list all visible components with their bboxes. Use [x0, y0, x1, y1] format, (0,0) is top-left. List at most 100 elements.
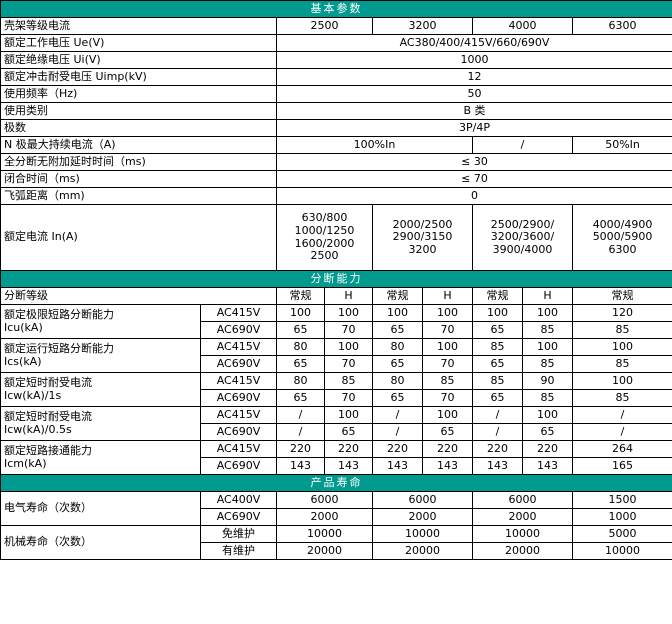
breaking-value: 65	[422, 423, 473, 441]
breaking-value: 80	[372, 338, 423, 356]
voltage-label: AC415V	[200, 440, 277, 458]
breaking-value: 143	[422, 457, 473, 475]
npole-value: /	[472, 136, 573, 154]
table-row: 额定极限短路分断能力 Icu(kA) AC415V 100 100 100 100 100 10…	[0, 304, 672, 339]
row-label-npole: N 极最大持续电流（A)	[0, 136, 277, 154]
life-value: 10000	[372, 525, 473, 543]
breaking-value: 70	[422, 389, 473, 407]
life-value: 20000	[276, 542, 373, 560]
life-value: 10000	[276, 525, 373, 543]
breaking-grade-value: H	[422, 287, 473, 305]
breaking-value: 264	[571, 440, 672, 458]
breaking-value: 85	[422, 372, 473, 390]
life-value: 20000	[472, 542, 573, 560]
row-label: 额定短时耐受电流 Icw(kA)/1s	[0, 372, 201, 407]
breaking-grade-value: 常规	[472, 287, 523, 305]
breaking-value: 120	[571, 304, 672, 322]
table-row: 额定短时耐受电流 Icw(kA)/0.5s AC415V/100/100/100/	[0, 406, 672, 441]
breaking-value: 85	[522, 389, 573, 407]
voltage-label: AC415V	[200, 338, 277, 356]
table-row: 额定运行短路分断能力 Ics(kA) AC415V 80 100 80 100 85 100 10…	[0, 338, 672, 373]
row-value: AC380/400/415V/660/690V	[275, 34, 672, 52]
breaking-value: 100	[372, 304, 423, 322]
voltage-label: AC690V	[200, 423, 277, 441]
breaking-value: 85	[571, 355, 672, 373]
row-label: 电气寿命（次数）	[0, 491, 201, 526]
breaking-value: 100	[522, 338, 573, 356]
table-row: 闭合时间（ms) ≤ 70	[0, 170, 672, 188]
breaking-value: 100	[276, 304, 325, 322]
breaking-value: 100	[324, 338, 373, 356]
voltage-label: AC415V	[200, 304, 277, 322]
breaking-value: 65	[472, 355, 523, 373]
row-label: 飞弧距离（mm)	[0, 187, 277, 205]
row-value: B 类	[275, 102, 672, 120]
breaking-value: 70	[422, 321, 473, 339]
row-label: 额定工作电压 Ue(V)	[0, 34, 277, 52]
row-value: 3P/4P	[275, 119, 672, 137]
rated-current-value: 2500/2900/3200/3600/3900/4000	[472, 204, 573, 271]
life-kind-label: 免维护	[200, 525, 277, 543]
life-kind-label: 有维护	[200, 542, 277, 560]
breaking-value: 220	[422, 440, 473, 458]
breaking-value: 100	[522, 406, 573, 424]
life-value: 5000	[571, 525, 672, 543]
breaking-value: /	[571, 423, 672, 441]
npole-value: 100%In	[276, 136, 473, 154]
breaking-value: 220	[522, 440, 573, 458]
breaking-value: 100	[324, 304, 373, 322]
row-label: 机械寿命（次数）	[0, 525, 201, 560]
breaking-value: /	[372, 406, 423, 424]
row-label: 使用频率（Hz)	[0, 85, 277, 103]
breaking-value: 220	[472, 440, 523, 458]
section-header-breaking: 分断能力	[0, 270, 672, 288]
voltage-label: AC690V	[200, 389, 277, 407]
table-row: AC690V 65 70 65 70 65 85 85	[1, 389, 672, 407]
table-row: AC690V/65/65/65/	[1, 423, 672, 441]
row-label: 额定短时耐受电流 Icw(kA)/0.5s	[0, 406, 201, 441]
row-label: 额定短路接通能力 Icm(kA)	[0, 440, 201, 475]
row-label: 极数	[0, 119, 277, 137]
breaking-grade-value: H	[324, 287, 373, 305]
breaking-value: 143	[472, 457, 523, 475]
table-row: 额定短路接通能力 Icm(kA) AC415V 220 220 220 220 220 220 2…	[0, 440, 672, 475]
breaking-grade-value: H	[522, 287, 573, 305]
breaking-value: 70	[324, 389, 373, 407]
table-row: 使用类别 B 类	[0, 102, 672, 120]
section-row-life: 产品寿命	[0, 474, 672, 492]
table-row: 全分断无附加延时时间（ms) ≤ 30	[0, 153, 672, 171]
breaking-value: 70	[422, 355, 473, 373]
breaking-value: 65	[372, 389, 423, 407]
table-row: 飞弧距离（mm) 0	[0, 187, 672, 205]
breaking-value: 65	[522, 423, 573, 441]
frame-current-value: 4000	[472, 17, 573, 35]
breaking-value: 85	[324, 372, 373, 390]
breaking-value: 65	[472, 321, 523, 339]
breaking-value: 85	[472, 372, 523, 390]
voltage-label: AC690V	[200, 457, 277, 475]
breaking-value: 70	[324, 321, 373, 339]
breaking-value: 100	[571, 372, 672, 390]
breaking-value: 220	[324, 440, 373, 458]
breaking-value: 65	[372, 355, 423, 373]
breaking-value: 100	[522, 304, 573, 322]
breaking-value: 65	[276, 355, 325, 373]
row-label: 使用类别	[0, 102, 277, 120]
breaking-value: 80	[276, 372, 325, 390]
breaking-value: /	[276, 423, 325, 441]
life-value: 6000	[472, 491, 573, 509]
breaking-value: 100	[422, 338, 473, 356]
breaking-value: 143	[522, 457, 573, 475]
npole-value: 50%In	[571, 136, 672, 154]
breaking-value: 220	[372, 440, 423, 458]
row-value: 12	[275, 68, 672, 86]
breaking-value: 143	[372, 457, 423, 475]
row-label-frame-current: 壳架等级电流	[0, 17, 277, 35]
life-kind-label: AC690V	[200, 508, 277, 526]
life-value: 20000	[372, 542, 473, 560]
breaking-value: /	[276, 406, 325, 424]
breaking-value: 85	[522, 321, 573, 339]
breaking-value: 65	[324, 423, 373, 441]
table-row: 额定短时耐受电流 Icw(kA)/1s AC415V 80 85 80 85 85 90 100	[0, 372, 672, 407]
row-value: ≤ 30	[275, 153, 672, 171]
